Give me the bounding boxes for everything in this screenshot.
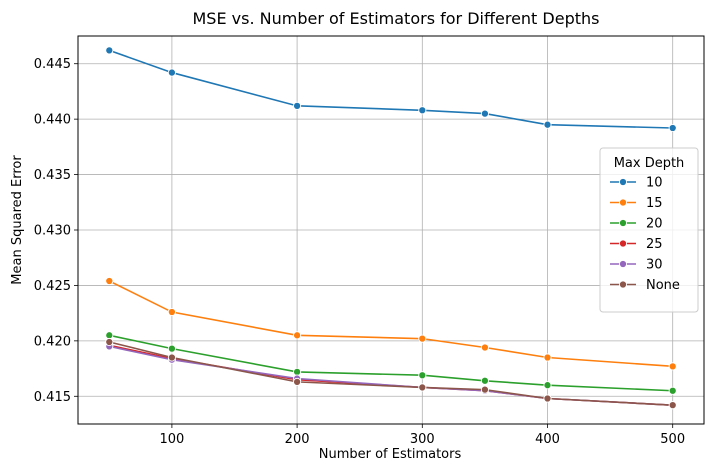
series-15 [105,276,677,371]
x-tick-label: 400 [535,432,560,447]
y-tick-label: 0.445 [34,57,71,72]
data-point [480,109,489,118]
data-point [167,68,176,77]
data-point [167,307,176,317]
data-point [668,401,677,410]
data-point [418,334,427,343]
y-tick-label: 0.420 [34,334,71,349]
legend-item: None [610,278,680,293]
legend-label: 30 [646,258,663,273]
x-tick-label: 200 [285,432,310,447]
data-point [543,394,552,403]
legend-swatch-marker [618,218,628,228]
y-tick-label: 0.435 [34,168,71,183]
legend-label: 10 [646,176,663,191]
series-none [105,337,677,410]
legend-box [599,147,699,313]
data-point [543,120,552,129]
legend-title: Max Depth [614,156,685,171]
legend-label: 20 [646,217,663,232]
x-axis-title: Number of Estimators [319,447,462,462]
legend-item: 15 [610,196,663,211]
data-point [293,331,302,340]
x-tick-label: 300 [410,432,435,447]
series-line [108,280,673,368]
y-tick-label: 0.430 [34,224,71,239]
y-tick-label: 0.425 [34,279,71,294]
data-point [105,331,114,340]
series-layer [105,46,677,410]
data-point [167,344,176,353]
legend-swatch-marker [618,259,628,269]
data-point [105,46,114,55]
x-tick-label: 100 [159,432,184,447]
data-point [668,386,677,395]
legend-item: 10 [610,176,663,191]
x-axis: 100 200 300 400 500 [159,424,685,447]
data-point [668,362,677,371]
series-line [109,49,673,129]
data-point [418,106,427,115]
data-point [418,371,427,380]
data-point [543,381,552,390]
legend-swatch-marker [618,280,628,289]
x-tick-label: 500 [660,432,685,447]
data-point [167,353,176,362]
legend-label: None [646,278,680,293]
data-point [293,101,302,110]
data-point [480,385,489,394]
chart-title: MSE vs. Number of Estimators for Differe… [193,9,600,28]
legend-item: 30 [610,258,663,273]
data-point [105,337,114,347]
y-axis-title: Mean Squared Error [10,155,25,285]
data-point [105,276,114,286]
data-point [293,367,302,376]
y-tick-label: 0.415 [34,390,71,405]
legend-swatch-marker [618,177,628,187]
y-axis: 0.415 0.420 0.425 0.430 0.435 0.440 0.445 [34,57,78,405]
data-point [543,353,552,362]
data-point [668,123,677,133]
legend-item: 20 [610,217,663,232]
legend: Max Depth 10 15 20 25 30 None [599,147,699,313]
legend-swatch-marker [618,239,628,248]
data-point [418,383,427,392]
series-10 [105,46,677,133]
y-tick-label: 0.440 [34,113,71,128]
data-point [480,376,489,385]
legend-label: 15 [646,196,663,211]
data-point [480,343,489,352]
series-line [109,341,673,406]
legend-label: 25 [646,237,663,252]
legend-swatch-marker [618,198,628,207]
legend-item: 25 [610,237,663,252]
data-point [293,377,302,386]
